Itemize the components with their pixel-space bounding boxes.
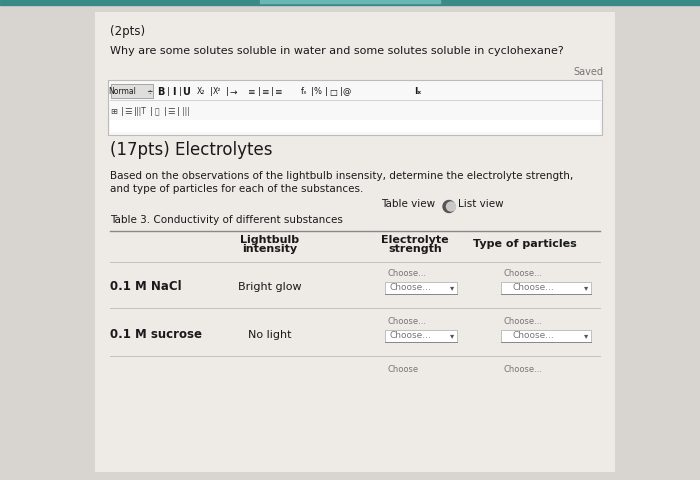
Text: Iₓ: Iₓ xyxy=(414,87,421,96)
Text: |: | xyxy=(311,87,314,96)
Text: Choose...: Choose... xyxy=(389,332,431,340)
Text: ▾: ▾ xyxy=(584,332,588,340)
Text: Why are some solutes soluble in water and some solutes soluble in cyclohexane?: Why are some solutes soluble in water an… xyxy=(110,46,564,56)
Text: List view: List view xyxy=(458,199,503,209)
Text: U: U xyxy=(182,87,190,97)
Text: fₓ: fₓ xyxy=(300,87,307,96)
Text: |: | xyxy=(271,87,274,96)
Text: ⊞: ⊞ xyxy=(111,108,118,117)
Text: ☰: ☰ xyxy=(125,108,132,117)
Bar xyxy=(501,330,591,342)
Text: Choose...: Choose... xyxy=(387,317,426,326)
Text: Type of particles: Type of particles xyxy=(473,239,577,249)
Text: Table 3. Conductivity of different substances: Table 3. Conductivity of different subst… xyxy=(110,215,343,225)
Text: ||T: ||T xyxy=(136,108,146,117)
Text: ≡: ≡ xyxy=(261,87,269,96)
Text: Based on the observations of the lightbulb insensity, determine the electrolyte : Based on the observations of the lightbu… xyxy=(110,171,573,181)
Text: Electrolyte: Electrolyte xyxy=(382,235,449,245)
Text: |: | xyxy=(150,108,153,117)
Text: Choose...: Choose... xyxy=(503,317,542,326)
Text: X₂: X₂ xyxy=(197,87,205,96)
Text: |: | xyxy=(167,87,169,96)
Text: Choose...: Choose... xyxy=(387,269,426,278)
Text: Lightbulb: Lightbulb xyxy=(240,235,300,245)
Text: |: | xyxy=(164,108,167,117)
Text: ▾: ▾ xyxy=(584,284,588,292)
Text: |: | xyxy=(178,87,181,96)
Text: Choose...: Choose... xyxy=(503,365,542,374)
Text: 🔒: 🔒 xyxy=(155,108,160,117)
Text: →: → xyxy=(230,87,237,96)
Bar xyxy=(108,80,602,135)
Text: Saved: Saved xyxy=(573,67,603,77)
Text: (17pts) Electrolytes: (17pts) Electrolytes xyxy=(110,141,272,159)
Text: ▾: ▾ xyxy=(450,284,454,292)
Text: ÷: ÷ xyxy=(146,87,152,96)
Bar xyxy=(501,282,591,294)
Text: □: □ xyxy=(329,87,337,96)
Text: No light: No light xyxy=(248,330,292,340)
Text: X²: X² xyxy=(213,87,221,96)
Text: ▾: ▾ xyxy=(450,332,454,340)
Bar xyxy=(111,84,153,98)
Text: |: | xyxy=(340,87,342,96)
Text: |: | xyxy=(225,87,228,96)
Text: Choose...: Choose... xyxy=(389,284,431,292)
Text: Bright glow: Bright glow xyxy=(238,282,302,292)
Text: Table view: Table view xyxy=(381,199,435,209)
Bar xyxy=(0,0,700,5)
Text: |: | xyxy=(325,87,328,96)
Text: ☰: ☰ xyxy=(167,108,175,117)
Text: B: B xyxy=(158,87,164,97)
Bar xyxy=(385,282,457,294)
Text: |: | xyxy=(134,108,136,117)
Text: strength: strength xyxy=(388,244,442,254)
Bar xyxy=(260,0,440,3)
Text: 0.1 M NaCl: 0.1 M NaCl xyxy=(110,280,181,293)
Text: Choose...: Choose... xyxy=(512,332,554,340)
Text: (2pts): (2pts) xyxy=(110,25,145,38)
Text: |: | xyxy=(258,87,260,96)
Circle shape xyxy=(443,201,455,213)
Text: |: | xyxy=(176,108,179,117)
Circle shape xyxy=(447,202,456,211)
Text: |: | xyxy=(120,108,123,117)
Text: Normal: Normal xyxy=(108,87,136,96)
Text: 0.1 M sucrose: 0.1 M sucrose xyxy=(110,328,202,341)
Text: ≡: ≡ xyxy=(247,87,255,96)
Text: %: % xyxy=(314,87,322,96)
Text: |: | xyxy=(209,87,212,96)
Text: and type of particles for each of the substances.: and type of particles for each of the su… xyxy=(110,184,363,194)
Text: Choose...: Choose... xyxy=(503,269,542,278)
Text: I: I xyxy=(172,87,176,97)
Text: intensity: intensity xyxy=(242,244,298,254)
Text: Choose...: Choose... xyxy=(512,284,554,292)
Bar xyxy=(110,120,600,132)
Text: Choose: Choose xyxy=(387,365,418,374)
Bar xyxy=(95,12,615,472)
Text: ≡: ≡ xyxy=(274,87,281,96)
Bar xyxy=(385,330,457,342)
Text: @: @ xyxy=(343,87,351,96)
Text: |||: ||| xyxy=(182,108,190,117)
